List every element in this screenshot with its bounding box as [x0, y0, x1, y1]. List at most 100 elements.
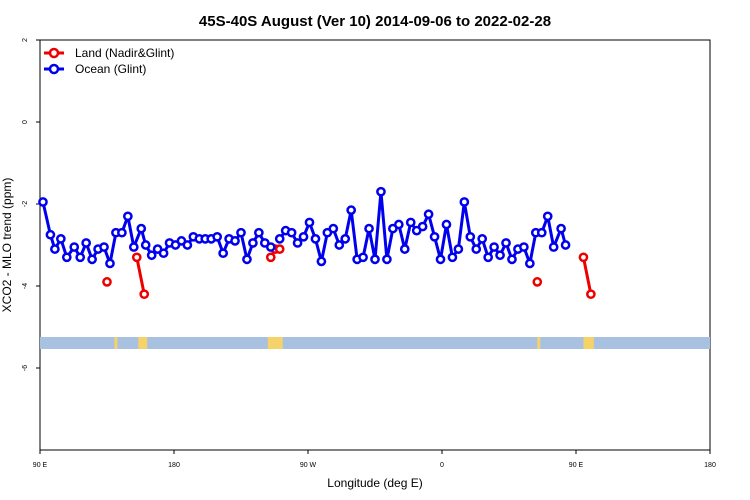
data-point-1-0-5: [69, 242, 80, 252]
data-point-1-0-17: [140, 240, 151, 250]
data-point-1-0-15: [128, 242, 139, 252]
data-point-1-1-16: [370, 254, 380, 265]
data-point-1-0-24: [182, 240, 193, 250]
data-point-1-1-29: [447, 252, 458, 263]
data-point-1-0-32: [230, 236, 240, 246]
y-tick-label-0: -6: [22, 365, 29, 371]
data-point-1-0-6: [75, 252, 86, 263]
data-point-1-1-11: [340, 234, 351, 244]
series-land: [102, 244, 596, 300]
y-tick-label-3: 0: [22, 120, 29, 124]
legend-ocean-marker: [48, 63, 60, 75]
plot-frame: [39, 39, 711, 451]
data-point-1-1-44: [536, 227, 547, 238]
land-patch-3: [537, 337, 541, 349]
data-point-1-0-35: [248, 238, 258, 248]
data-point-1-0-10: [99, 242, 109, 252]
data-point-1-1-27: [435, 254, 446, 265]
data-point-1-1-46: [548, 242, 559, 252]
data-point-0-1-1: [139, 289, 150, 300]
data-point-0-2-0: [265, 252, 276, 263]
data-point-1-1-9: [328, 223, 339, 234]
data-point-1-1-45: [542, 211, 553, 222]
data-point-1-1-33: [471, 244, 482, 254]
data-point-1-0-34: [242, 254, 252, 265]
x-tick-label-0: 90 E: [33, 462, 48, 469]
series-line-0-4: [581, 257, 593, 295]
data-point-1-0-38: [265, 242, 276, 252]
data-point-1-0-36: [254, 227, 264, 238]
data-point-1-1-3: [292, 238, 303, 248]
y-axis-label: XCO2 - MLO trend (ppm): [0, 178, 14, 313]
data-point-1-1-14: [358, 252, 368, 263]
data-point-0-4-1: [586, 289, 596, 300]
data-point-1-1-2: [286, 227, 297, 238]
data-point-1-1-18: [382, 254, 392, 265]
data-point-1-1-12: [346, 205, 357, 215]
data-point-1-1-5: [304, 217, 315, 228]
legend-entry-ocean: Ocean (Glint): [44, 62, 146, 76]
y-tick-label-1: -4: [22, 283, 29, 289]
land-patch-0: [114, 337, 118, 349]
y-tick-label-2: -2: [22, 201, 29, 207]
data-point-1-1-22: [405, 217, 416, 228]
land-patch-2: [267, 337, 283, 349]
data-point-0-0-0: [102, 277, 112, 287]
data-point-1-0-29: [212, 231, 223, 242]
chart-title: 45S-40S August (Ver 10) 2014-09-06 to 20…: [199, 13, 551, 30]
data-point-1-1-48: [560, 240, 571, 250]
data-point-1-1-30: [453, 244, 464, 254]
data-point-1-0-0: [38, 197, 48, 207]
data-point-1-1-10: [334, 240, 345, 250]
land-patch-1: [138, 337, 148, 349]
data-point-1-1-28: [441, 219, 452, 230]
x-tick-label-1: 180: [168, 462, 180, 469]
land-patch-4: [583, 337, 594, 349]
y-tick-label-4: 2: [22, 38, 29, 42]
x-tick-label-3: 0: [440, 462, 444, 469]
data-point-1-0-7: [81, 238, 92, 248]
data-point-1-1-4: [298, 231, 309, 242]
data-point-1-0-3: [55, 234, 66, 244]
data-point-1-1-31: [459, 197, 470, 207]
data-point-1-1-24: [417, 221, 428, 232]
x-axis-label: Longitude (deg E): [327, 476, 422, 490]
data-point-1-1-35: [483, 252, 494, 263]
data-point-1-1-17: [376, 186, 386, 197]
data-point-1-1-15: [364, 223, 374, 234]
landmask-ocean-band: [40, 337, 710, 349]
data-point-1-1-39: [507, 254, 517, 265]
data-point-1-0-1: [45, 229, 56, 240]
legend: Land (Nadir&Glint) Ocean (Glint): [44, 46, 174, 76]
data-point-1-0-11: [105, 258, 115, 269]
data-point-1-1-0: [274, 234, 285, 244]
legend-ocean-label: Ocean (Glint): [75, 62, 146, 76]
x-tick-label-5: 180: [704, 462, 716, 469]
data-point-0-4-0: [578, 252, 589, 263]
data-point-1-0-33: [236, 227, 246, 238]
data-point-1-1-37: [495, 250, 505, 261]
series-ocean: [38, 186, 571, 269]
data-point-1-0-16: [136, 223, 147, 234]
data-point-1-0-18: [146, 250, 157, 261]
data-point-1-0-8: [87, 254, 97, 265]
data-point-0-1-0: [131, 252, 142, 263]
data-point-1-1-42: [524, 258, 535, 269]
x-axis: 90 E 180 90 W 0 90 E 180: [33, 450, 716, 469]
x-tick-label-2: 90 W: [300, 462, 317, 469]
y-axis: -6 -4 -2 0 2: [22, 38, 40, 371]
landmask-strip: [40, 337, 710, 349]
data-point-1-1-38: [501, 238, 511, 248]
data-point-1-1-7: [316, 256, 327, 267]
data-point-1-1-25: [423, 209, 434, 220]
data-point-1-0-13: [117, 227, 127, 238]
x-tick-label-4: 90 E: [569, 462, 584, 469]
data-point-1-0-2: [50, 244, 60, 254]
data-point-0-2-2: [274, 244, 285, 254]
legend-land-marker: [48, 47, 60, 59]
data-point-1-0-4: [61, 252, 72, 263]
legend-entry-land: Land (Nadir&Glint): [44, 46, 174, 60]
data-point-1-1-6: [310, 234, 321, 244]
data-point-1-0-14: [122, 211, 133, 222]
